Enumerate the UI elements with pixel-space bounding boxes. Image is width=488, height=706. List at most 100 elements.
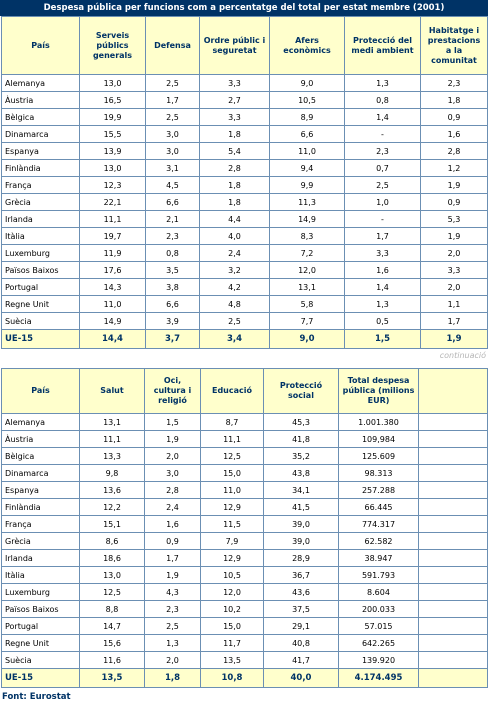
- value-cell: 8,6: [79, 532, 145, 550]
- value-cell: 15,5: [79, 125, 146, 143]
- value-cell: 774.317: [338, 515, 419, 533]
- column-header: Oci, cultura i religió: [144, 368, 201, 414]
- value-cell: 3,0: [144, 464, 201, 482]
- table-row: França 12,3 4,5 1,8 9,9 2,5 1,9: [1, 176, 488, 194]
- value-cell: 1,6: [144, 515, 201, 533]
- empty-cell: [418, 515, 488, 533]
- value-cell: 1,9: [144, 430, 201, 448]
- value-cell: 3,1: [145, 159, 200, 177]
- value-cell: 2,3: [420, 74, 488, 92]
- table-row: Portugal 14,7 2,5 15,0 29,1 57.015: [1, 617, 488, 635]
- value-cell: 2,8: [144, 481, 201, 499]
- value-cell: 2,5: [145, 74, 200, 92]
- value-cell: 1,8: [199, 176, 270, 194]
- value-cell: 19,7: [79, 227, 146, 245]
- table-row: Àustria 16,5 1,7 2,7 10,5 0,8 1,8: [1, 91, 488, 109]
- value-cell: 41,8: [263, 430, 339, 448]
- value-cell: 11,3: [269, 193, 345, 211]
- column-header: Educació: [200, 368, 264, 414]
- value-cell: 13,0: [79, 74, 146, 92]
- table-row: Espanya 13,9 3,0 5,4 11,0 2,3 2,8: [1, 142, 488, 160]
- value-cell: 125.609: [338, 447, 419, 465]
- value-cell: 36,7: [263, 566, 339, 584]
- value-cell: 29,1: [263, 617, 339, 635]
- table-row: Alemanya 13,0 2,5 3,3 9,0 1,3 2,3: [1, 74, 488, 92]
- value-cell: 1,4: [344, 278, 421, 296]
- value-cell: 9,9: [269, 176, 345, 194]
- value-cell: 2,1: [145, 210, 200, 228]
- country-cell: Alemanya: [1, 413, 80, 431]
- value-cell: 257.288: [338, 481, 419, 499]
- value-cell: 11,1: [79, 210, 146, 228]
- value-cell: 13,0: [79, 159, 146, 177]
- column-header: Serveis públics generals: [79, 16, 146, 75]
- value-cell: 8,9: [269, 108, 345, 126]
- value-cell: 4,5: [145, 176, 200, 194]
- value-cell: 0,9: [420, 108, 488, 126]
- value-cell: 1,8: [199, 125, 270, 143]
- value-cell: 6,6: [145, 193, 200, 211]
- source-note: Font: Eurostat: [2, 692, 71, 702]
- value-cell: 15,1: [79, 515, 145, 533]
- value-cell: 8,7: [200, 413, 264, 431]
- value-cell: 18,6: [79, 549, 145, 567]
- value-cell: 1,9: [144, 566, 201, 584]
- value-cell: 4,4: [199, 210, 270, 228]
- empty-cell: [418, 634, 488, 652]
- value-cell: 13,3: [79, 447, 145, 465]
- value-cell: 7,2: [269, 244, 345, 262]
- value-cell: 1,5: [344, 329, 421, 349]
- value-cell: 2,3: [144, 600, 201, 618]
- value-cell: 11,6: [79, 651, 145, 669]
- country-cell: Suècia: [1, 651, 80, 669]
- value-cell: 3,9: [145, 312, 200, 330]
- value-cell: 2,0: [144, 447, 201, 465]
- value-cell: 4,0: [199, 227, 270, 245]
- value-cell: 11,0: [200, 481, 264, 499]
- value-cell: 5,3: [420, 210, 488, 228]
- value-cell: 3,3: [344, 244, 421, 262]
- value-cell: 2,7: [199, 91, 270, 109]
- value-cell: 11,0: [269, 142, 345, 160]
- value-cell: 4,8: [199, 295, 270, 313]
- table-row: Grècia 8,6 0,9 7,9 39,0 62.582: [1, 532, 488, 550]
- value-cell: 13,6: [79, 481, 145, 499]
- empty-cell: [418, 481, 488, 499]
- country-cell: Portugal: [1, 617, 80, 635]
- value-cell: 40,0: [263, 668, 339, 688]
- empty-cell: [418, 566, 488, 584]
- value-cell: 15,6: [79, 634, 145, 652]
- country-cell: França: [1, 176, 80, 194]
- value-cell: 8,8: [79, 600, 145, 618]
- value-cell: 2,5: [144, 617, 201, 635]
- country-cell: Països Baixos: [1, 261, 80, 279]
- empty-cell: [418, 583, 488, 601]
- value-cell: 0,7: [344, 159, 421, 177]
- table-row: Itàlia 13,0 1,9 10,5 36,7 591.793: [1, 566, 488, 584]
- value-cell: 2,5: [145, 108, 200, 126]
- value-cell: 14,4: [79, 329, 146, 349]
- value-cell: 13,9: [79, 142, 146, 160]
- value-cell: 16,5: [79, 91, 146, 109]
- value-cell: 66.445: [338, 498, 419, 516]
- country-cell: Grècia: [1, 532, 80, 550]
- country-cell: Luxemburg: [1, 244, 80, 262]
- empty-cell: [418, 651, 488, 669]
- country-cell: Àustria: [1, 91, 80, 109]
- value-cell: 57.015: [338, 617, 419, 635]
- value-cell: 3,8: [145, 278, 200, 296]
- country-cell: Àustria: [1, 430, 80, 448]
- table-row: França 15,1 1,6 11,5 39,0 774.317: [1, 515, 488, 533]
- value-cell: 1,2: [420, 159, 488, 177]
- value-cell: 0,8: [344, 91, 421, 109]
- value-cell: 41,7: [263, 651, 339, 669]
- value-cell: 14,3: [79, 278, 146, 296]
- column-header: Protecció social: [263, 368, 339, 414]
- table-row: Bèlgica 13,3 2,0 12,5 35,2 125.609: [1, 447, 488, 465]
- value-cell: 1,9: [420, 329, 488, 349]
- continuation-label: continuació: [439, 351, 486, 360]
- value-cell: 1,1: [420, 295, 488, 313]
- value-cell: 34,1: [263, 481, 339, 499]
- value-cell: 43,6: [263, 583, 339, 601]
- empty-cell: [418, 549, 488, 567]
